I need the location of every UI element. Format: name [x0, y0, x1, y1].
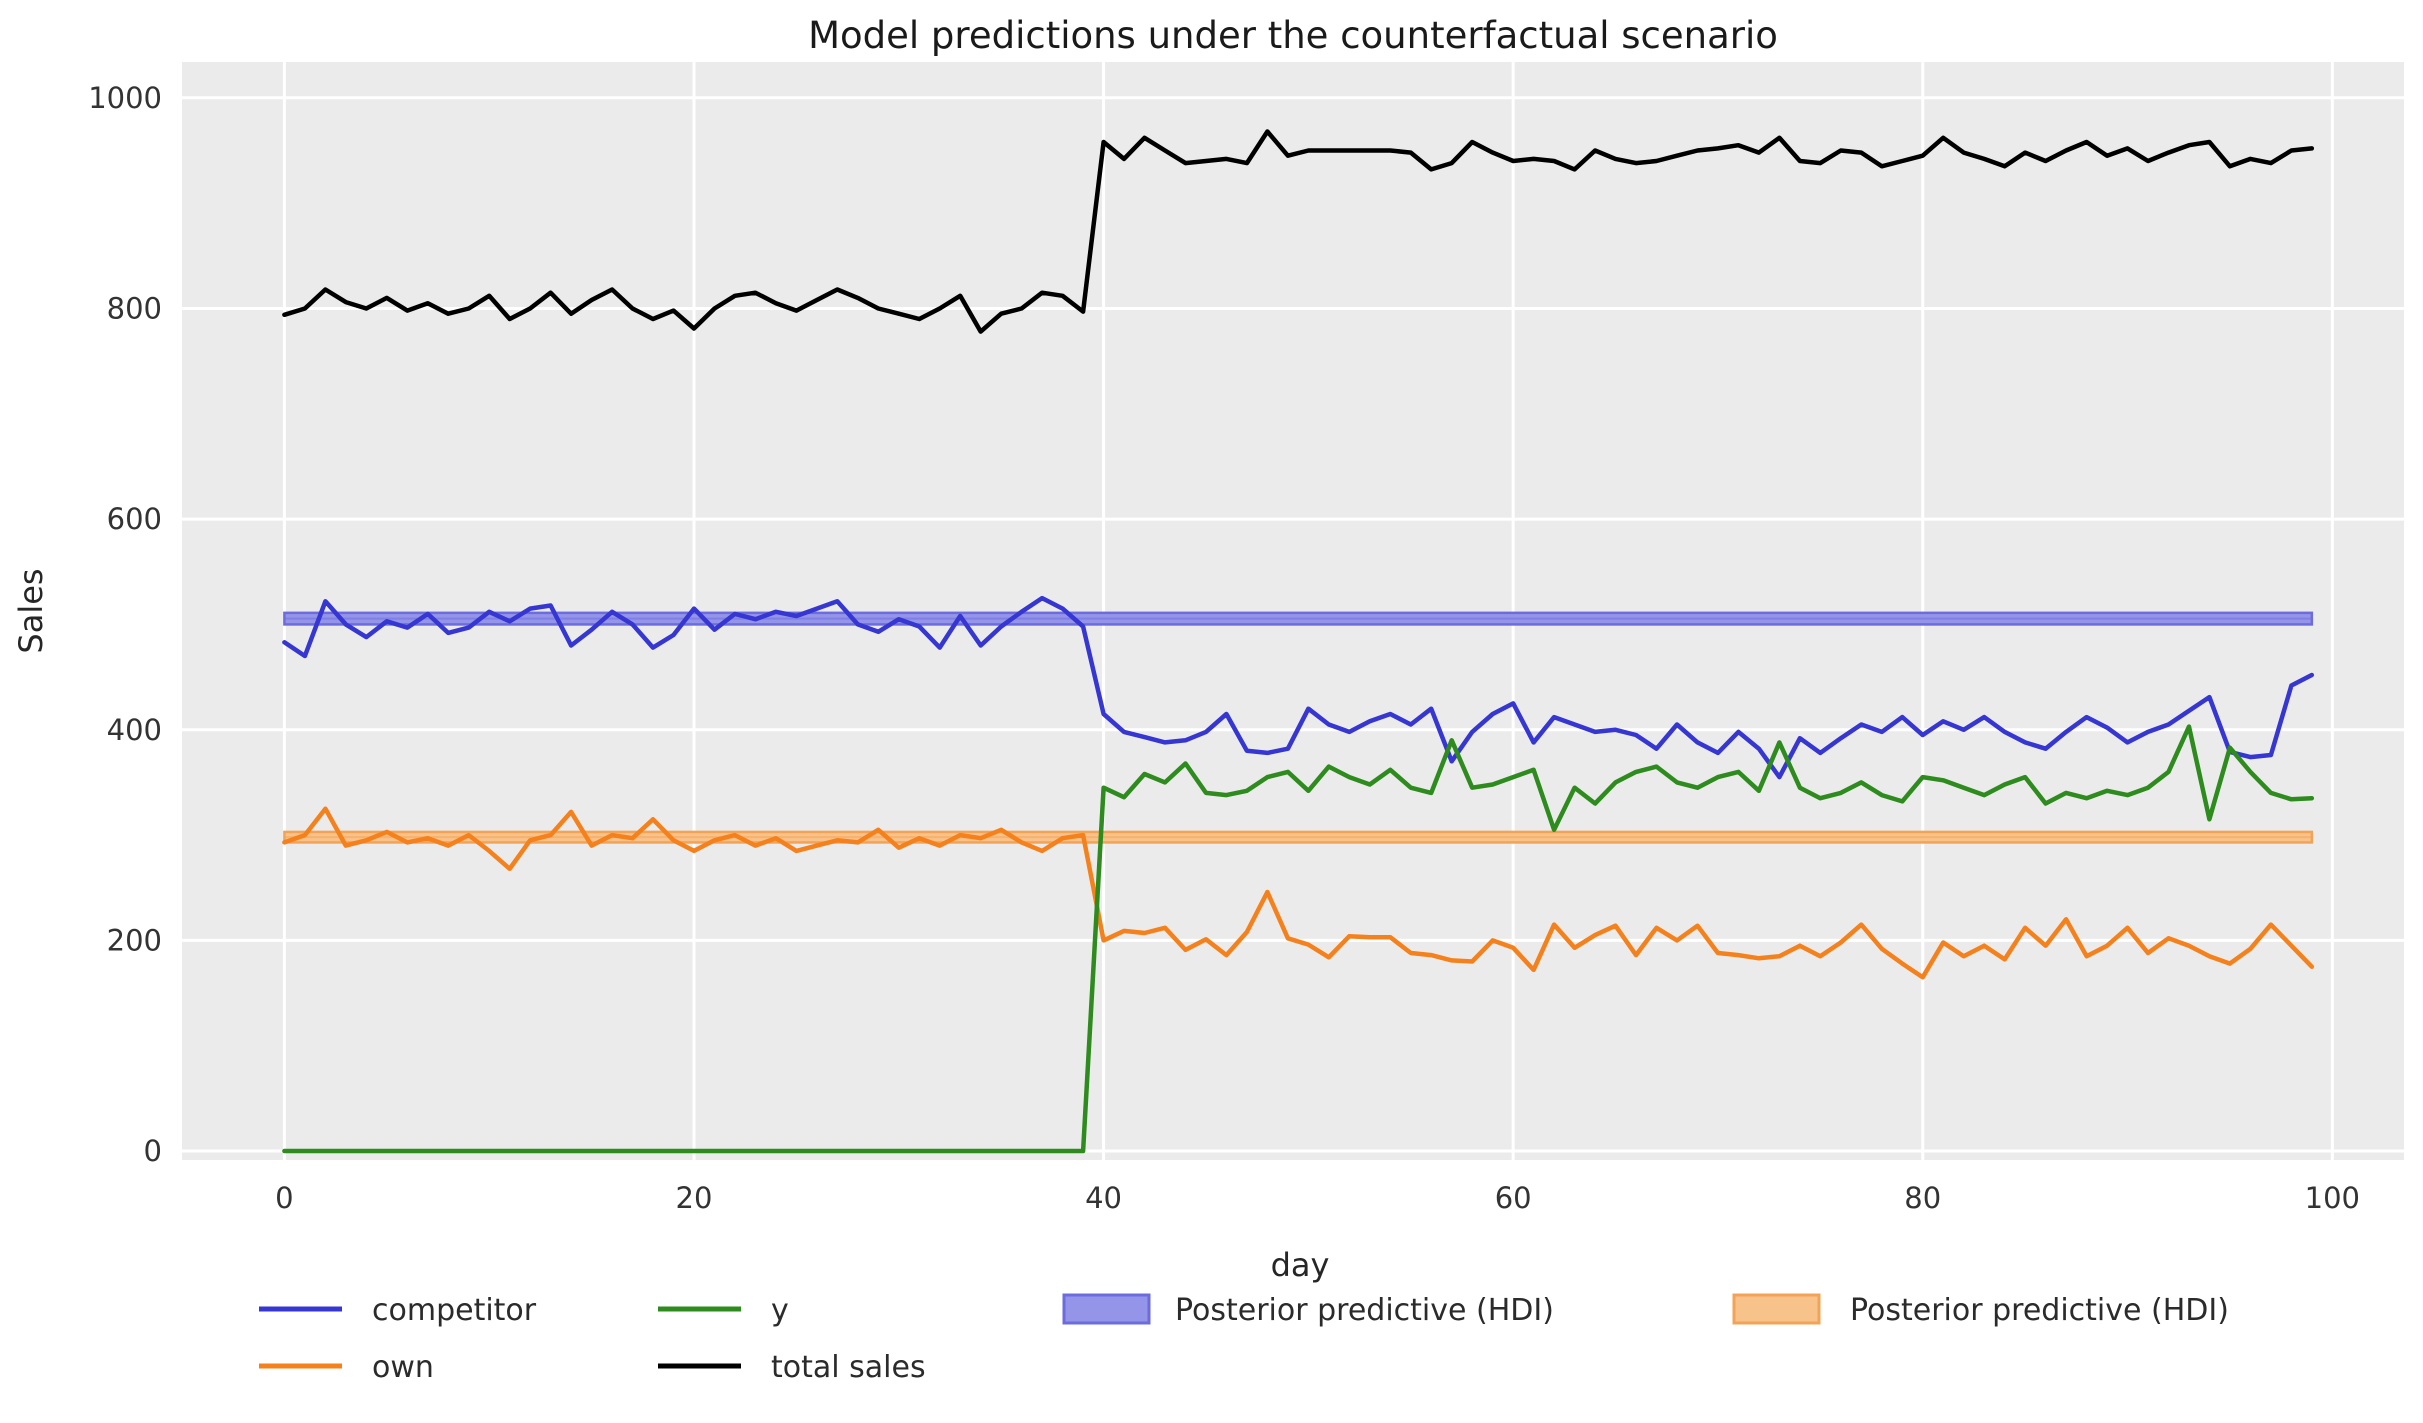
series-lines: [282, 129, 2315, 1154]
plot-area: [182, 62, 2404, 1160]
y-legend-label: y: [771, 1293, 789, 1328]
legend: competitor own y total sales Posterior p…: [259, 1293, 2229, 1385]
x-tick-20: 20: [676, 1181, 713, 1215]
hdi-competitor-legend-patch: [1062, 1293, 1151, 1325]
y-tick-600: 600: [107, 502, 162, 536]
x-tick-40: 40: [1085, 1181, 1122, 1215]
x-tick-0: 0: [275, 1181, 293, 1215]
legend-entry-hdi-own: Posterior predictive (HDI): [1732, 1293, 2229, 1328]
competitor-line: [282, 595, 2315, 780]
legend-entry-hdi-competitor: Posterior predictive (HDI): [1062, 1293, 1554, 1328]
y-tick-labels: 0 200 400 600 800 1000: [88, 81, 162, 1168]
hdi-own-legend-patch: [1732, 1293, 1821, 1325]
chart-title: Model predictions under the counterfactu…: [808, 14, 1778, 57]
own-line: [282, 806, 2315, 980]
hdi-competitor-legend-label: Posterior predictive (HDI): [1175, 1293, 1554, 1328]
total-sales-line: [282, 129, 2315, 334]
x-tick-labels: 0 20 40 60 80 100: [275, 1181, 2360, 1215]
x-tick-60: 60: [1495, 1181, 1532, 1215]
competitor-legend-label: competitor: [372, 1293, 537, 1328]
legend-entry-competitor: competitor: [259, 1293, 537, 1328]
y-tick-800: 800: [107, 291, 162, 325]
y-tick-400: 400: [107, 713, 162, 747]
x-tick-100: 100: [2305, 1181, 2360, 1215]
total-sales-legend-label: total sales: [771, 1350, 926, 1385]
legend-entry-total-sales: total sales: [658, 1350, 926, 1385]
y-tick-200: 200: [107, 923, 162, 957]
y-line: [282, 724, 2315, 1154]
legend-entry-own: own: [259, 1350, 434, 1385]
y-tick-0: 0: [144, 1134, 162, 1168]
y-tick-1000: 1000: [88, 81, 162, 115]
y-axis-label: Sales: [12, 568, 50, 653]
x-tick-80: 80: [1904, 1181, 1941, 1215]
hdi-own-legend-label: Posterior predictive (HDI): [1850, 1293, 2229, 1328]
x-axis-label: day: [1271, 1246, 1330, 1284]
legend-entry-y: y: [658, 1293, 789, 1328]
own-legend-label: own: [372, 1350, 434, 1385]
